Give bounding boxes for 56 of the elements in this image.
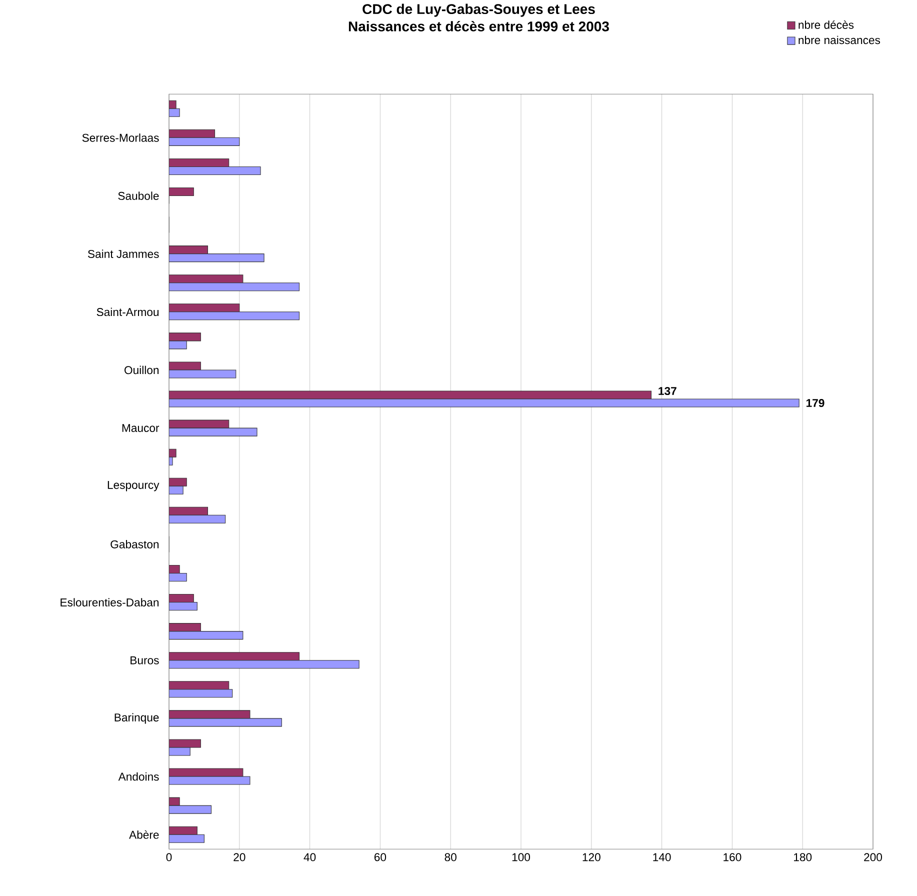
bar [169, 652, 300, 661]
bar [169, 506, 208, 516]
chart-title: CDC de Luy-Gabas-Souyes et Lees [362, 4, 595, 17]
x-tick-label: 80 [444, 853, 456, 862]
y-tick-label: Lespourcy [108, 481, 160, 492]
y-tick-label: Maucor [122, 424, 160, 432]
y-tick-label: Saint-Armou [96, 308, 159, 316]
y-tick-label: Saint Jammes [88, 250, 159, 258]
x-tick-label: 0 [166, 853, 172, 862]
data-label: 179 [806, 398, 824, 407]
bar [169, 623, 201, 632]
x-tick-label: 40 [304, 853, 316, 862]
y-tick-label: Andoins [118, 772, 159, 781]
bar [169, 834, 204, 843]
legend-label: nbre décès [798, 20, 854, 29]
bar [169, 486, 184, 494]
bar [169, 660, 360, 669]
y-tick-label: Saubole [118, 192, 159, 200]
bar [169, 254, 264, 262]
x-tick-label: 120 [582, 853, 600, 862]
bar [169, 246, 208, 254]
bar [169, 514, 226, 524]
bar [169, 681, 230, 690]
x-tick-label: 20 [234, 853, 246, 862]
bar [169, 137, 240, 146]
x-tick-label: 100 [512, 853, 530, 862]
data-label: 137 [658, 386, 676, 395]
y-tick-label: Gabaston [110, 540, 159, 548]
bar [169, 129, 216, 138]
bar [169, 274, 244, 284]
bar [169, 602, 198, 611]
bar [169, 826, 198, 835]
bar [169, 312, 300, 320]
bar [169, 478, 187, 486]
chart-subtitle: Naissances et décès entre 1999 et 2003 [348, 20, 609, 32]
y-tick-label: Abère [129, 830, 159, 839]
bar [169, 158, 230, 167]
x-tick-label: 180 [794, 853, 812, 862]
legend-label: nbre naissances [798, 36, 880, 44]
x-tick-label: 140 [653, 853, 671, 862]
y-tick-label: Eslourenties-Daban [60, 598, 159, 606]
x-tick-label: 200 [864, 853, 882, 862]
x-tick-label: 60 [374, 853, 386, 862]
bar [169, 594, 194, 603]
y-tick-label: Barinque [114, 713, 159, 724]
y-tick-label: Buros [130, 656, 159, 664]
bar [169, 631, 244, 640]
bar [169, 572, 187, 582]
bar [169, 282, 300, 292]
y-tick-label: Serres-Morlaas [82, 133, 159, 142]
bar [169, 187, 194, 196]
y-tick-label: Ouillon [124, 366, 159, 374]
bar [169, 689, 233, 698]
x-tick-label: 160 [724, 853, 742, 862]
bar [169, 304, 240, 312]
bar [169, 166, 261, 175]
